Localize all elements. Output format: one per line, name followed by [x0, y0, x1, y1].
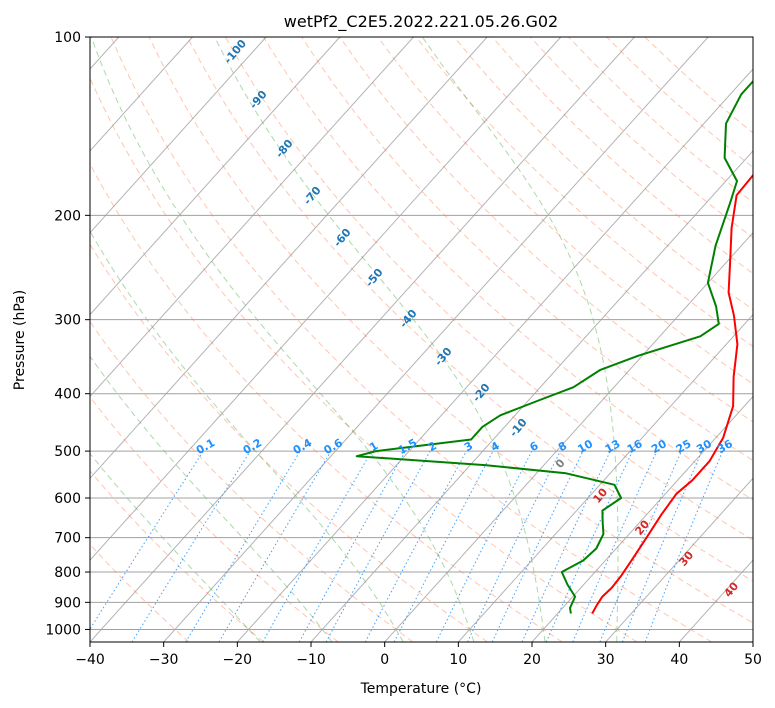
- isotherm: [531, 395, 753, 642]
- temperature-line: [591, 173, 753, 614]
- dry-adiabat: [377, 37, 753, 385]
- grid-lines: [90, 37, 753, 642]
- x-tick-label: 50: [744, 652, 762, 668]
- y-tick-label: 400: [54, 387, 81, 403]
- isotherm: [90, 37, 635, 642]
- isotherm: [384, 231, 753, 642]
- moist-adiabat: [421, 37, 619, 642]
- isotherm: [163, 37, 709, 642]
- x-tick-label: −10: [296, 652, 326, 668]
- y-tick-label: 300: [54, 313, 81, 329]
- isotherm: [90, 37, 341, 316]
- isotherm: [236, 68, 753, 642]
- isotherm: [605, 477, 753, 642]
- moist-adiabat: [90, 230, 404, 642]
- y-tick-label: 1000: [45, 622, 81, 638]
- dry-adiabat: [148, 37, 753, 624]
- moist-adiabat: [90, 355, 333, 642]
- plot-area: [90, 37, 753, 642]
- mixing-ratio-line: [545, 450, 633, 642]
- dewpoint-line: [355, 79, 753, 614]
- x-axis: −40 −30 −20 −10 0 10 20 30 40 50: [75, 642, 762, 668]
- y-axis: 100 200 300 400 500 600 700 800 900 1000: [45, 30, 90, 638]
- plot-frame: [89, 36, 754, 643]
- y-tick-label: 100: [54, 30, 81, 46]
- y-tick-label: 800: [54, 565, 81, 581]
- y-tick-label: 200: [54, 208, 81, 224]
- moist-adiabat: [214, 37, 546, 642]
- dry-adiabat: [90, 243, 488, 642]
- dry-adiabat: [90, 470, 264, 642]
- chart-title: wetPf2_C2E5.2022.221.05.26.G02: [284, 12, 558, 32]
- isotherm: [752, 641, 753, 642]
- y-tick-label: 700: [54, 531, 81, 547]
- y-axis-label: Pressure (hPa): [12, 290, 28, 390]
- dry-adiabat: [415, 37, 753, 348]
- dry-adiabat: [90, 396, 339, 642]
- dry-adiabat: [90, 543, 190, 642]
- mixing-ratio-line: [298, 450, 406, 642]
- x-tick-label: 0: [380, 652, 389, 668]
- y-tick-label: 900: [54, 595, 81, 611]
- isotherm: [90, 37, 562, 561]
- moist-adiabat: [90, 452, 261, 642]
- dry-adiabat: [453, 37, 753, 311]
- y-tick-label: 500: [54, 444, 81, 460]
- background-lines: [90, 37, 753, 642]
- isotherm: [90, 37, 193, 152]
- x-tick-label: 20: [523, 652, 541, 668]
- isotherm: [90, 37, 414, 398]
- moist-adiabat: [90, 37, 475, 642]
- x-tick-label: 10: [449, 652, 467, 668]
- mixing-ratio-line: [572, 450, 658, 642]
- mixing-ratio-line: [325, 450, 431, 642]
- data-series: [355, 79, 753, 614]
- isotherm: [457, 313, 753, 642]
- y-tick-label: 600: [54, 491, 81, 507]
- isotherm: [90, 37, 267, 234]
- dry-adiabat: [90, 162, 563, 642]
- x-tick-label: −40: [75, 652, 105, 668]
- isotherm: [90, 37, 488, 480]
- x-tick-label: 30: [597, 652, 615, 668]
- mixing-ratio-line: [90, 450, 204, 630]
- mixing-ratio-line: [599, 450, 682, 642]
- x-tick-label: −30: [149, 652, 179, 668]
- x-axis-label: Temperature (°C): [360, 681, 482, 697]
- mixing-ratio-line: [364, 450, 467, 642]
- mixing-ratio-line: [644, 450, 724, 642]
- x-tick-label: −20: [223, 652, 253, 668]
- dry-adiabat: [110, 37, 712, 642]
- mixing-ratio-line: [435, 450, 533, 642]
- isotherm: [310, 150, 753, 642]
- mixing-ratio-line: [621, 450, 703, 642]
- x-tick-label: 40: [670, 652, 688, 668]
